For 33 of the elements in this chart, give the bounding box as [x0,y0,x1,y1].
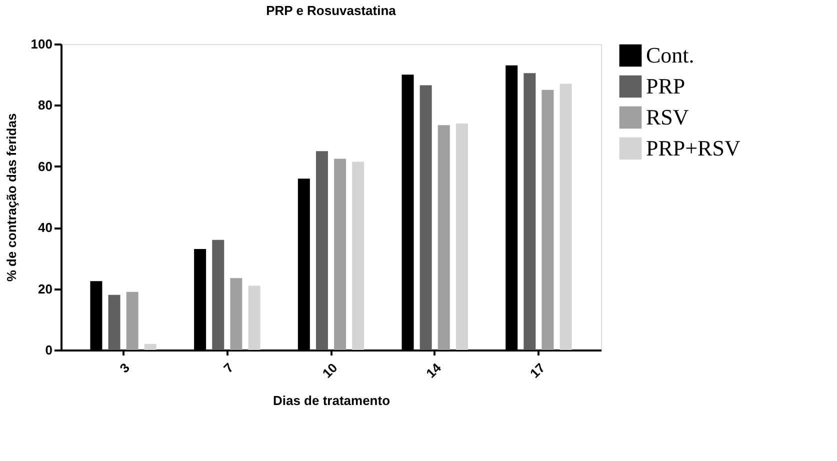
legend-label: PRP+RSV [646,136,740,160]
x-tick-label: 10 [319,360,340,381]
x-tick-label: 7 [220,360,236,376]
bar [352,162,364,350]
bar [542,90,554,350]
bar [316,151,328,350]
bar [420,85,432,350]
bar [438,125,450,350]
legend-label: RSV [646,104,689,130]
y-tick-label: 100 [30,36,52,52]
bar [212,240,224,350]
bar [248,286,260,350]
bar [230,278,242,350]
bar [126,292,138,350]
y-tick-label: 0 [45,342,52,358]
bar [108,294,120,350]
x-tick-label: 3 [116,360,132,376]
x-axis-title: Dias de tratamento [272,392,390,408]
bar [334,158,346,350]
y-axis-title: % de contração das feridas [4,113,19,282]
y-tick-label: 80 [38,98,52,113]
bar [560,84,572,350]
legend-label: PRP [646,74,686,98]
x-tick-label: 17 [527,360,548,381]
bar [456,124,468,350]
x-tick-label: 14 [423,360,445,381]
y-tick-label: 60 [38,158,52,174]
legend-label: Cont. [646,42,694,68]
y-tick-label: 40 [38,220,52,236]
bar [144,344,156,350]
bar [524,73,536,350]
y-tick-label: 20 [38,281,52,296]
chart-title: PRP e Rosuvastatina [266,3,397,18]
